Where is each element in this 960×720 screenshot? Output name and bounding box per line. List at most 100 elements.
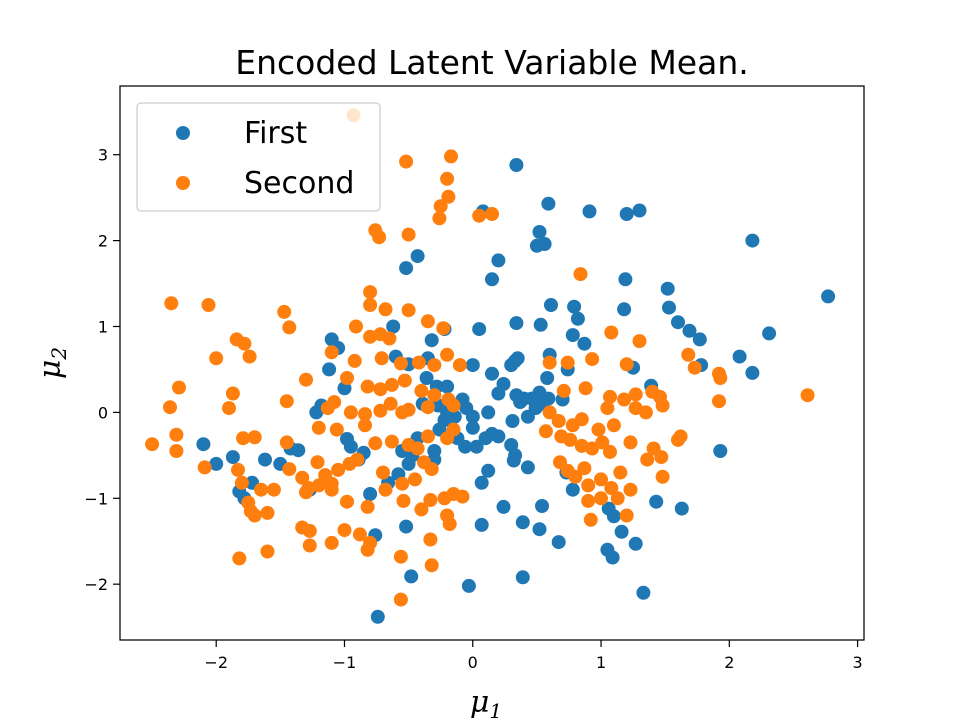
point-first	[424, 333, 439, 348]
point-second	[551, 414, 566, 428]
point-first	[600, 542, 615, 557]
y-axis-title-subscript: 2	[47, 347, 71, 361]
point-first	[520, 409, 535, 424]
point-second	[247, 430, 262, 445]
point-second	[311, 478, 326, 493]
y-tick-label: 0	[98, 403, 108, 422]
point-second	[401, 303, 416, 318]
point-first	[614, 524, 629, 539]
point-second	[237, 336, 252, 351]
point-second	[384, 377, 399, 392]
point-second	[578, 381, 593, 396]
y-axis-title-symbol: μ	[33, 360, 68, 380]
point-second	[395, 476, 410, 491]
point-first	[541, 196, 556, 211]
point-first	[410, 249, 425, 264]
point-second	[236, 431, 251, 446]
point-first	[551, 535, 566, 550]
point-second	[401, 227, 416, 242]
point-first	[632, 203, 647, 218]
x-tick-label: −1	[333, 653, 357, 672]
point-second	[209, 351, 224, 366]
point-second	[542, 405, 557, 420]
point-first	[370, 609, 385, 624]
point-second	[302, 538, 317, 553]
point-second	[295, 470, 310, 485]
point-second	[399, 154, 414, 169]
point-second	[279, 394, 294, 409]
point-second	[440, 171, 455, 186]
point-first	[515, 570, 530, 585]
point-first	[209, 456, 224, 471]
point-second	[420, 314, 435, 329]
point-second	[393, 356, 408, 371]
point-second	[632, 334, 647, 349]
point-second	[331, 462, 346, 477]
point-first	[404, 569, 419, 584]
point-second	[654, 450, 669, 465]
point-second	[594, 491, 608, 506]
point-second	[324, 345, 339, 360]
point-second	[169, 444, 184, 458]
point-second	[340, 371, 354, 385]
point-second	[433, 199, 448, 214]
point-first	[570, 311, 585, 326]
point-second	[163, 400, 177, 415]
point-second	[427, 388, 442, 403]
point-first	[324, 332, 339, 347]
point-first	[401, 456, 416, 471]
point-second	[277, 304, 292, 319]
point-second	[628, 387, 643, 402]
point-first	[618, 272, 633, 287]
point-first	[461, 578, 476, 593]
point-second	[414, 383, 429, 398]
point-first	[469, 439, 484, 454]
point-first	[682, 323, 697, 338]
point-second	[260, 505, 275, 520]
point-second	[382, 331, 397, 346]
y-axis-title: μ2	[33, 347, 71, 379]
point-second	[360, 379, 375, 394]
point-first	[535, 499, 549, 513]
point-second	[201, 298, 216, 312]
x-tick-label: 2	[724, 653, 734, 672]
point-second	[260, 544, 275, 559]
point-second	[172, 380, 186, 395]
point-second	[420, 400, 435, 415]
point-first	[509, 388, 524, 403]
legend-marker-second	[176, 176, 190, 190]
point-second	[378, 302, 393, 317]
point-second	[574, 412, 589, 427]
point-second	[266, 482, 281, 497]
y-tick-label: 3	[98, 146, 108, 165]
point-second	[424, 558, 439, 573]
point-second	[231, 462, 245, 477]
point-first	[619, 207, 634, 221]
point-second	[638, 405, 653, 420]
point-second	[595, 435, 610, 450]
point-second	[563, 432, 578, 447]
point-second	[681, 347, 696, 362]
point-second	[145, 437, 160, 452]
point-second	[310, 455, 325, 470]
point-second	[440, 347, 455, 362]
point-second	[655, 469, 670, 484]
point-second	[383, 396, 398, 411]
point-second	[373, 382, 388, 397]
point-second	[427, 358, 442, 373]
point-second	[329, 422, 344, 437]
y-tick-label: −2	[84, 575, 108, 594]
x-axis-title-symbol: μ	[470, 685, 490, 720]
point-first	[504, 358, 519, 373]
point-first	[474, 475, 489, 490]
point-second	[603, 389, 617, 404]
point-second	[311, 420, 326, 435]
point-first	[649, 494, 664, 509]
point-second	[358, 418, 372, 433]
point-second	[420, 429, 435, 444]
legend-box	[136, 102, 381, 212]
point-second	[401, 402, 416, 417]
point-second	[606, 418, 621, 433]
point-second	[538, 424, 553, 439]
point-second	[591, 422, 606, 437]
